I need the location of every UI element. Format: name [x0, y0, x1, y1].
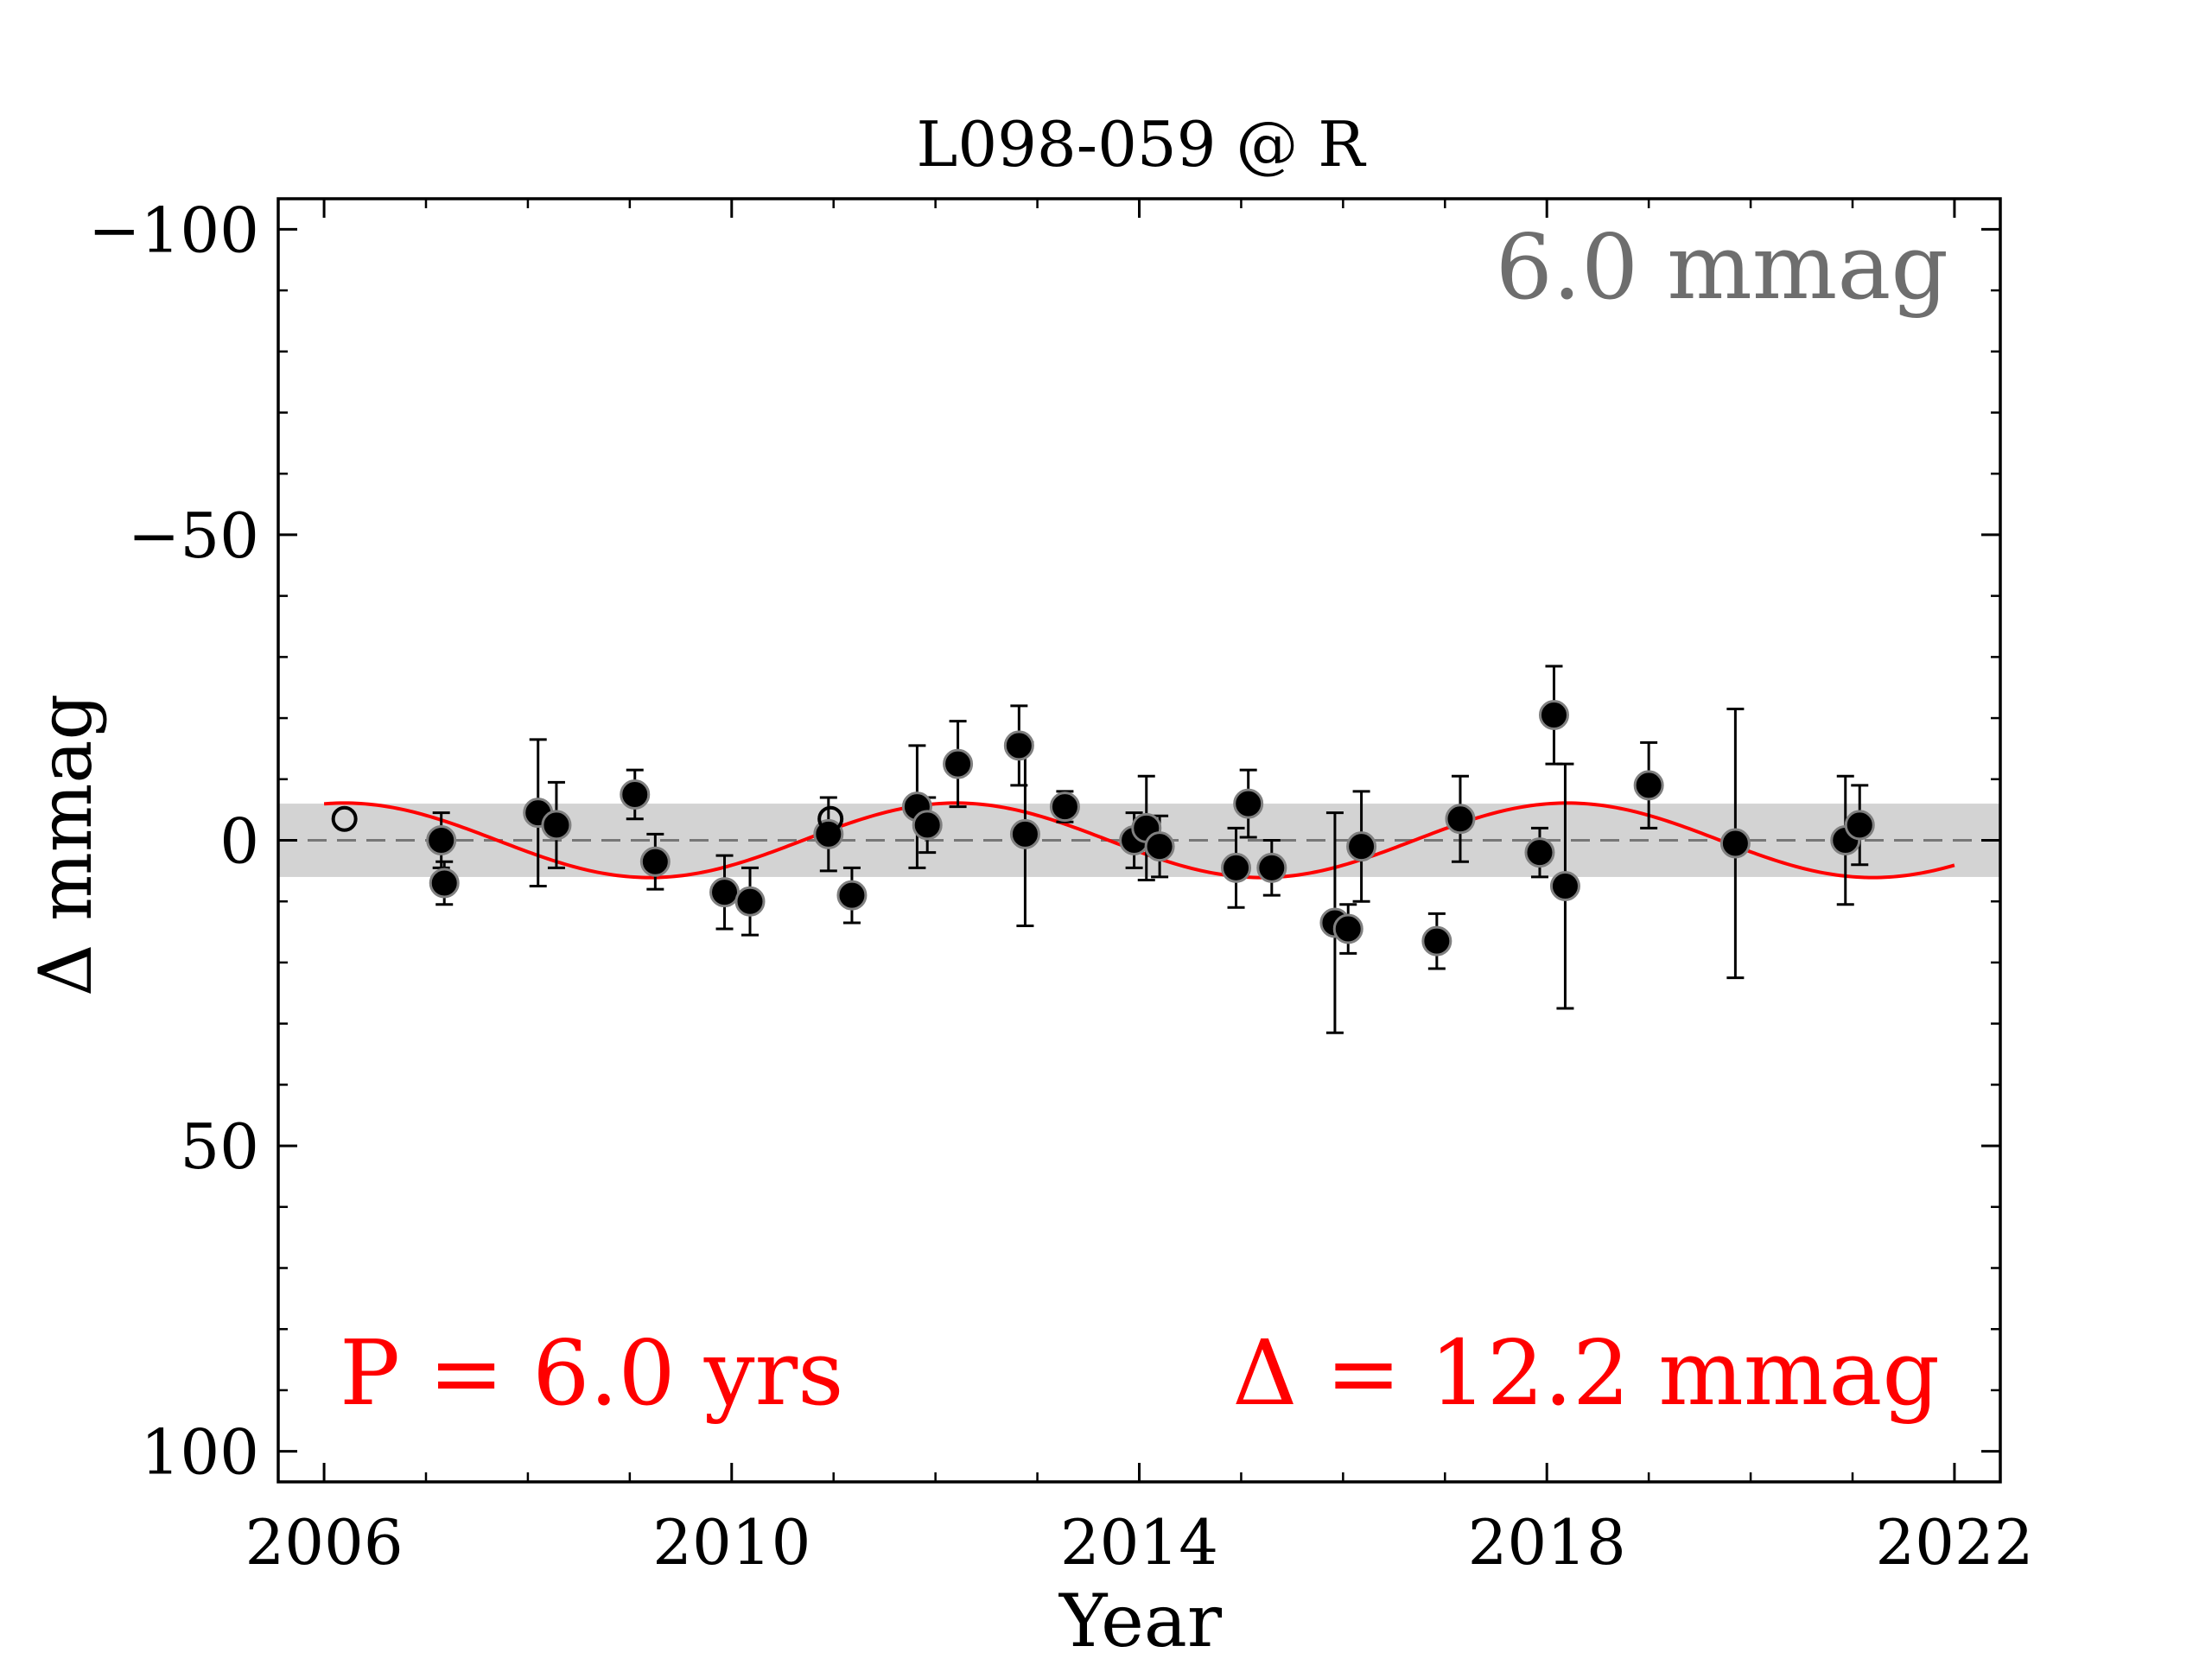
data-point	[1346, 831, 1377, 862]
y-tick-label: −100	[88, 194, 259, 266]
data-point	[709, 877, 741, 908]
y-tick-label: 50	[180, 1110, 259, 1183]
data-point	[1549, 871, 1580, 902]
axis-ticks	[278, 199, 2000, 1482]
data-point	[1844, 810, 1875, 841]
period-label: P = 6.0 yrs	[340, 1320, 844, 1426]
x-tick-label: 2014	[1060, 1506, 1218, 1579]
data-point	[1009, 818, 1040, 849]
data-point	[734, 886, 766, 917]
plot-frame	[276, 197, 2002, 1484]
x-tick-label: 2006	[245, 1506, 403, 1579]
x-tick-label: 2018	[1468, 1506, 1626, 1579]
data-point	[1049, 791, 1080, 823]
y-tick-label: −50	[128, 499, 259, 572]
data-point	[1003, 730, 1034, 761]
data-point	[426, 825, 457, 855]
data-point	[541, 810, 572, 841]
data-point	[1233, 788, 1264, 819]
data-point	[943, 748, 974, 779]
data-point	[620, 779, 651, 810]
chart-title: L098-059 @ R	[917, 108, 1367, 181]
data-point	[1421, 925, 1452, 957]
scatter-label: 6.0 mmag	[1496, 214, 1948, 320]
data-point	[1332, 913, 1363, 944]
y-tick-label: 100	[141, 1416, 259, 1489]
open-data-point	[817, 805, 844, 832]
data-point	[1524, 837, 1555, 868]
data-point	[1538, 700, 1569, 731]
data-point	[1719, 828, 1751, 859]
data-point	[912, 810, 943, 841]
data-point	[1221, 852, 1252, 883]
x-tick-label: 2022	[1875, 1506, 2033, 1579]
data-point	[639, 846, 671, 877]
amplitude-label: Δ = 12.2 mmag	[1232, 1320, 1940, 1426]
data-point	[1144, 831, 1175, 862]
x-axis-label: Year	[1058, 1579, 1223, 1659]
data-point	[813, 818, 844, 849]
data-point	[429, 868, 460, 899]
data-points	[331, 700, 1875, 957]
y-tick-label: 0	[219, 805, 259, 878]
x-tick-label: 2010	[652, 1506, 810, 1579]
tick-labels: 2006 2010 2014 2018 2022 −100 −50 0 50 100	[88, 194, 2033, 1579]
data-point	[1633, 770, 1664, 801]
plot-area	[276, 197, 2002, 1484]
y-axis-label: Δ mmag	[23, 694, 108, 997]
data-point	[1445, 804, 1476, 835]
data-point	[1256, 852, 1287, 883]
open-data-point	[331, 805, 358, 832]
data-point	[836, 880, 868, 911]
